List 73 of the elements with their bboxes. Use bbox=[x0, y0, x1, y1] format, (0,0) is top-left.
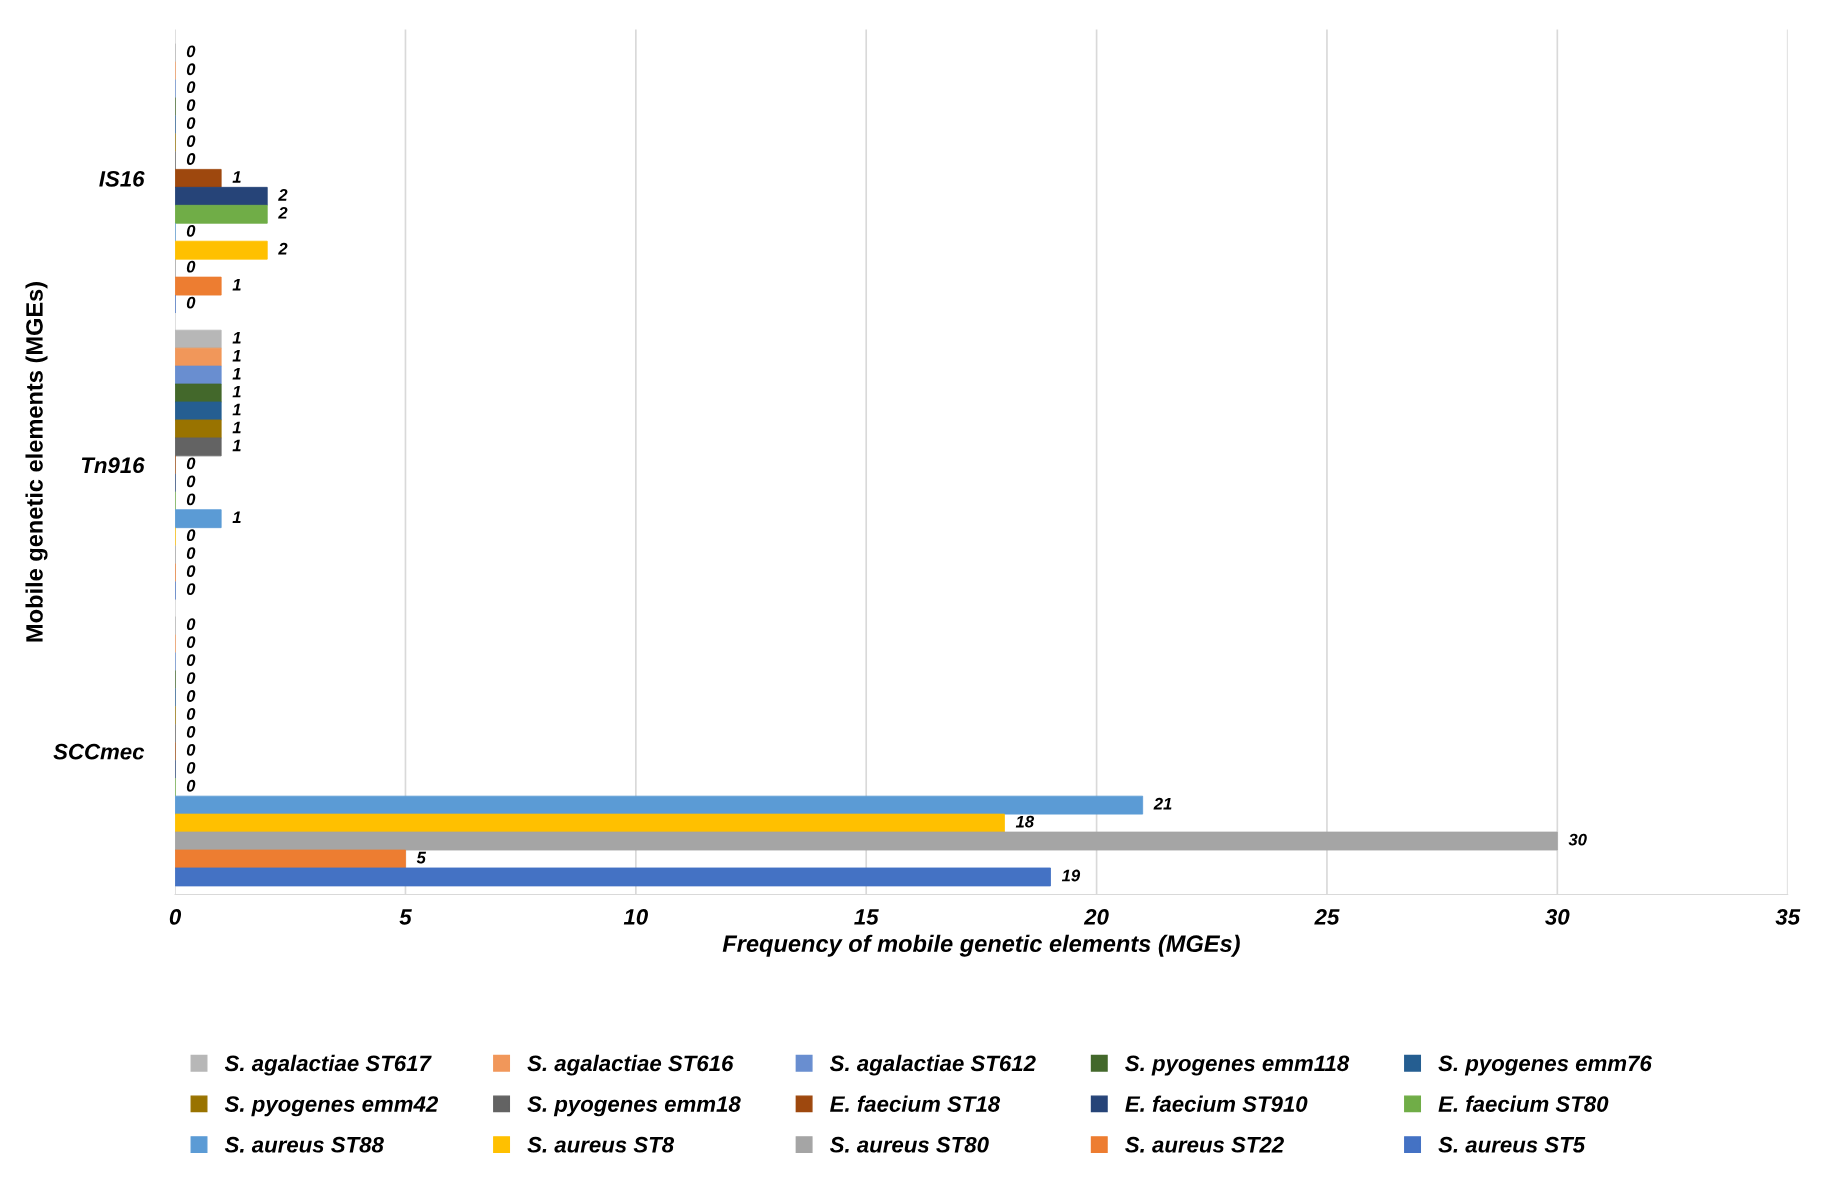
x-tick-label: 35 bbox=[1775, 909, 1801, 925]
data-label: 30 bbox=[1568, 833, 1587, 846]
legend-label: S. aureus ST8 bbox=[527, 1136, 675, 1153]
x-tick-label: 5 bbox=[399, 909, 412, 925]
data-label: 0 bbox=[186, 117, 196, 129]
data-label: 1 bbox=[232, 278, 241, 291]
data-label: 0 bbox=[186, 565, 196, 578]
data-label: 0 bbox=[186, 618, 196, 631]
y-tick-label: IS16 bbox=[99, 170, 145, 187]
legend-label: E. faecium ST18 bbox=[830, 1095, 1001, 1112]
data-label: 0 bbox=[186, 493, 196, 506]
data-label: 1 bbox=[232, 421, 241, 434]
data-label: 1 bbox=[232, 403, 241, 416]
data-label: 0 bbox=[186, 672, 196, 684]
data-label: 0 bbox=[186, 296, 196, 309]
data-label: 0 bbox=[186, 63, 196, 76]
data-label: 0 bbox=[186, 81, 196, 94]
legend-label: S. pyogenes emm42 bbox=[224, 1096, 439, 1117]
data-label: 1 bbox=[232, 367, 241, 380]
data-label: 0 bbox=[186, 135, 196, 147]
data-label: 0 bbox=[186, 761, 196, 774]
data-label: 0 bbox=[186, 779, 196, 792]
legend-label: S. agalactiae ST616 bbox=[527, 1054, 734, 1076]
y-tick-label: Tn916 bbox=[81, 457, 145, 474]
legend-label: E. faecium ST80 bbox=[1438, 1095, 1609, 1112]
x-tick-label: 10 bbox=[623, 909, 648, 925]
data-label: 0 bbox=[186, 457, 196, 470]
y-axis-title: Mobile genetic elements (MGEs) bbox=[25, 282, 48, 642]
data-label: 2 bbox=[278, 242, 288, 255]
data-label: 1 bbox=[232, 171, 241, 183]
data-label: 18 bbox=[1015, 815, 1035, 828]
data-label: 0 bbox=[186, 45, 196, 58]
data-label: 0 bbox=[186, 224, 196, 237]
x-tick-label: 20 bbox=[1083, 909, 1109, 925]
x-tick-label: 0 bbox=[169, 909, 182, 925]
x-tick-label: 30 bbox=[1545, 909, 1570, 925]
data-label: 0 bbox=[186, 153, 196, 165]
legend-label: S. aureus ST22 bbox=[1125, 1136, 1284, 1153]
data-label: 1 bbox=[232, 511, 241, 523]
data-label: 0 bbox=[186, 636, 196, 649]
legend-label: S. agalactiae ST612 bbox=[829, 1054, 1036, 1076]
legend-label: S. aureus ST88 bbox=[224, 1136, 384, 1153]
legend-label: E. faecium ST910 bbox=[1125, 1095, 1308, 1112]
x-tick-label: 25 bbox=[1314, 909, 1340, 925]
legend-label: S. aureus ST5 bbox=[1438, 1136, 1586, 1153]
data-label: 0 bbox=[186, 690, 196, 702]
data-label: 5 bbox=[416, 851, 427, 864]
data-label: 2 bbox=[278, 206, 288, 219]
data-label: 1 bbox=[232, 439, 241, 452]
data-label: 0 bbox=[186, 529, 196, 542]
data-label: 0 bbox=[186, 726, 196, 738]
data-label: 1 bbox=[232, 385, 241, 398]
x-tick-label: 15 bbox=[854, 909, 879, 925]
data-label: 0 bbox=[186, 708, 196, 720]
data-label: 0 bbox=[186, 547, 196, 560]
legend-label: S. pyogenes emm18 bbox=[527, 1096, 741, 1117]
legend-label: S. pyogenes emm118 bbox=[1125, 1055, 1350, 1076]
legend-label: S. aureus ST80 bbox=[829, 1136, 989, 1153]
legend-label: S. pyogenes emm76 bbox=[1438, 1055, 1652, 1076]
data-label: 2 bbox=[278, 189, 288, 201]
data-label: 1 bbox=[232, 349, 241, 362]
y-tick-label: SCCmec bbox=[53, 743, 145, 760]
data-label: 0 bbox=[186, 475, 196, 488]
data-label: 1 bbox=[232, 332, 241, 344]
data-label: 0 bbox=[186, 99, 196, 112]
x-axis-title: Frequency of mobile genetic elements (MGEs) bbox=[722, 934, 1240, 957]
data-label: 21 bbox=[1153, 797, 1172, 810]
data-label: 0 bbox=[186, 654, 196, 667]
data-label: 0 bbox=[186, 260, 196, 273]
data-label: 0 bbox=[186, 743, 196, 756]
legend-label: S. agalactiae ST617 bbox=[224, 1054, 432, 1076]
data-label: 19 bbox=[1061, 869, 1081, 882]
data-label: 0 bbox=[186, 583, 196, 595]
